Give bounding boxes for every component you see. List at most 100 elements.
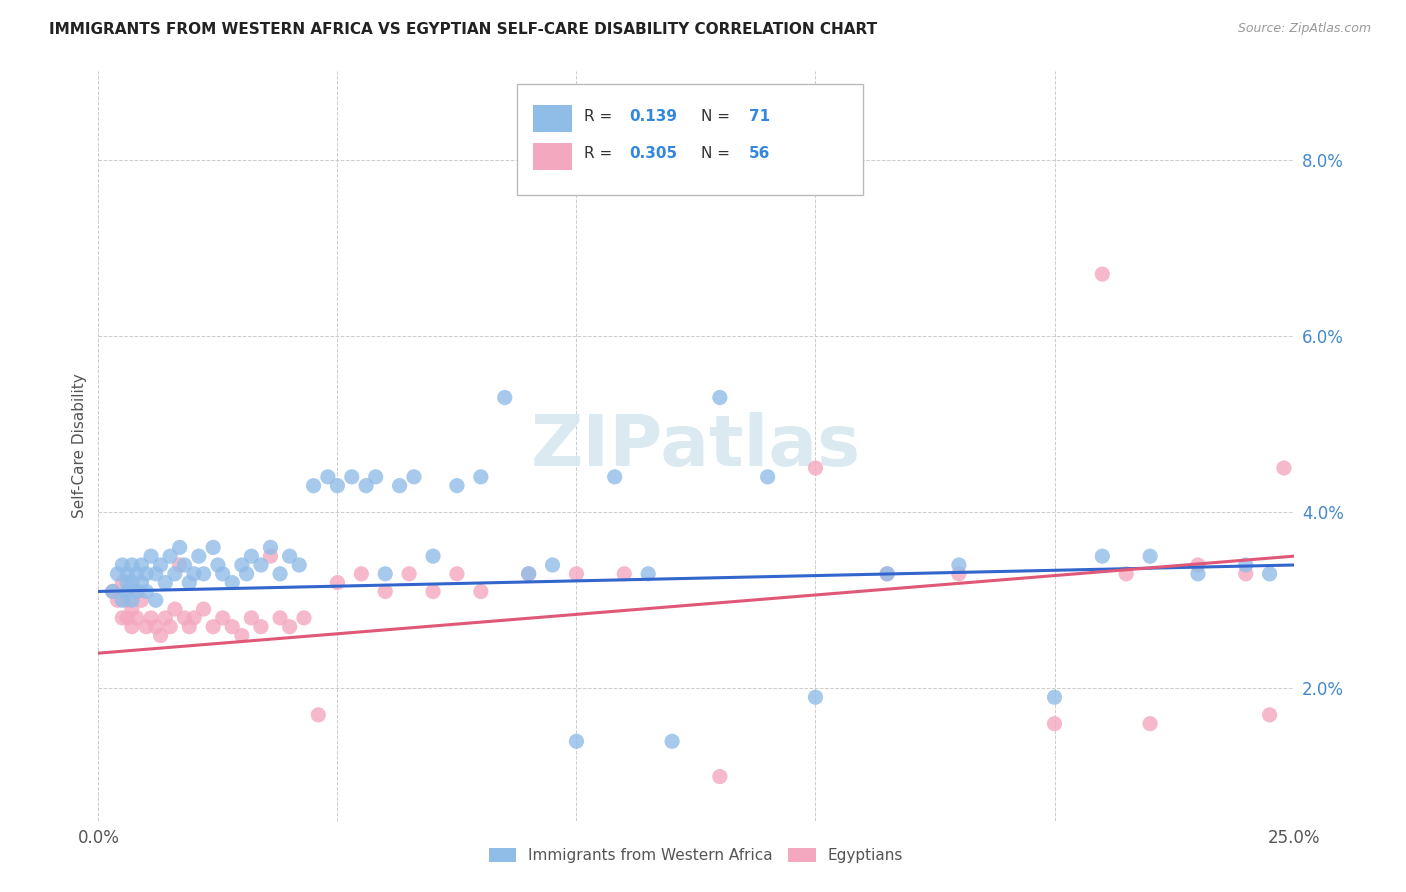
Point [1043, 716, 1066, 731]
Point [115, 593, 138, 607]
Point [302, 478, 325, 492]
Point [1234, 566, 1257, 581]
Point [948, 566, 970, 581]
Point [131, 558, 153, 572]
Point [183, 611, 205, 625]
Point [422, 549, 444, 564]
Point [101, 584, 124, 599]
Point [115, 584, 138, 599]
Point [111, 575, 134, 590]
Point [948, 558, 970, 572]
Point [1091, 549, 1114, 564]
Point [470, 584, 492, 599]
Point [374, 566, 396, 581]
Point [211, 611, 233, 625]
Point [340, 470, 363, 484]
Point [250, 620, 273, 634]
Point [446, 566, 468, 581]
Point [131, 575, 153, 590]
Point [231, 558, 253, 572]
Point [541, 558, 564, 572]
Point [125, 584, 148, 599]
Point [135, 584, 157, 599]
Point [202, 620, 225, 634]
Point [159, 549, 181, 564]
Point [235, 566, 257, 581]
Point [388, 478, 411, 492]
Point [517, 566, 540, 581]
Point [250, 558, 273, 572]
Point [350, 566, 373, 581]
Point [183, 566, 205, 581]
Text: IMMIGRANTS FROM WESTERN AFRICA VS EGYPTIAN SELF-CARE DISABILITY CORRELATION CHAR: IMMIGRANTS FROM WESTERN AFRICA VS EGYPTI… [49, 22, 877, 37]
Point [1139, 716, 1161, 731]
Point [169, 558, 191, 572]
Text: 0.305: 0.305 [628, 146, 678, 161]
Text: N =: N = [700, 146, 734, 161]
Point [1115, 566, 1137, 581]
Point [804, 690, 827, 705]
Point [709, 770, 731, 784]
Point [374, 584, 396, 599]
Point [131, 593, 153, 607]
Point [613, 566, 636, 581]
Point [494, 391, 516, 405]
Point [278, 549, 301, 564]
Point [121, 593, 143, 607]
Point [139, 611, 162, 625]
Point [756, 470, 779, 484]
Point [603, 470, 626, 484]
Point [135, 566, 157, 581]
Point [278, 620, 301, 634]
Point [145, 593, 167, 607]
Point [207, 558, 229, 572]
Point [155, 611, 177, 625]
Point [661, 734, 683, 748]
Point [1258, 566, 1281, 581]
Point [1272, 461, 1295, 475]
Point [1187, 558, 1209, 572]
Point [1139, 549, 1161, 564]
Point [145, 566, 167, 581]
Legend: Immigrants from Western Africa, Egyptians: Immigrants from Western Africa, Egyptian… [482, 841, 910, 869]
FancyBboxPatch shape [533, 143, 572, 169]
Text: ZIPatlas: ZIPatlas [531, 411, 860, 481]
Point [115, 575, 138, 590]
Point [193, 566, 215, 581]
Point [1187, 566, 1209, 581]
Text: Source: ZipAtlas.com: Source: ZipAtlas.com [1237, 22, 1371, 36]
Point [259, 549, 281, 564]
Point [155, 575, 177, 590]
Point [1043, 690, 1066, 705]
Point [876, 566, 898, 581]
Text: 71: 71 [748, 109, 769, 124]
Point [402, 470, 425, 484]
Point [193, 602, 215, 616]
Point [135, 620, 157, 634]
Point [149, 558, 172, 572]
Point [709, 391, 731, 405]
Point [115, 611, 138, 625]
Point [221, 620, 243, 634]
Point [231, 628, 253, 642]
Point [364, 470, 387, 484]
Point [470, 470, 492, 484]
Point [316, 470, 339, 484]
Y-axis label: Self-Care Disability: Self-Care Disability [72, 374, 87, 518]
Point [1091, 267, 1114, 281]
Point [202, 541, 225, 555]
Point [121, 620, 143, 634]
Point [240, 549, 263, 564]
Point [163, 602, 186, 616]
Point [121, 602, 143, 616]
Point [139, 549, 162, 564]
Text: N =: N = [700, 109, 734, 124]
Point [159, 620, 181, 634]
Point [169, 541, 191, 555]
Point [145, 620, 167, 634]
Point [446, 478, 468, 492]
Point [163, 566, 186, 581]
Text: R =: R = [583, 109, 617, 124]
Point [269, 611, 291, 625]
Point [1258, 707, 1281, 722]
